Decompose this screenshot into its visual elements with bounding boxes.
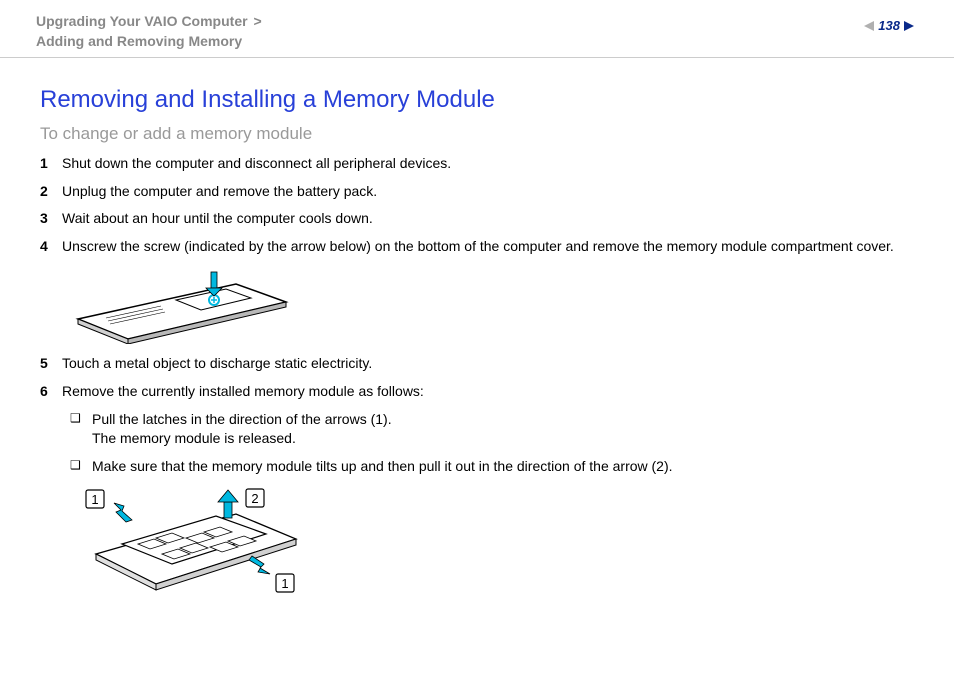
- bullet-icon: ❑: [70, 410, 92, 427]
- substep-item: ❑ Make sure that the memory module tilts…: [70, 457, 914, 477]
- step-text: Unscrew the screw (indicated by the arro…: [62, 237, 914, 257]
- page-header: Upgrading Your VAIO Computer > Adding an…: [0, 0, 954, 58]
- substep-list: ❑ Pull the latches in the direction of t…: [70, 410, 914, 477]
- step-list: 1 Shut down the computer and disconnect …: [40, 154, 914, 256]
- page-content: Removing and Installing a Memory Module …: [0, 58, 954, 604]
- step-item: 3 Wait about an hour until the computer …: [40, 209, 914, 229]
- step-item: 4 Unscrew the screw (indicated by the ar…: [40, 237, 914, 257]
- step-list-cont: 5 Touch a metal object to discharge stat…: [40, 354, 914, 401]
- step-item: 6 Remove the currently installed memory …: [40, 382, 914, 402]
- step-text: Wait about an hour until the computer co…: [62, 209, 914, 229]
- step-text: Shut down the computer and disconnect al…: [62, 154, 914, 174]
- callout-1-label: 1: [91, 492, 98, 507]
- callout-2-label: 2: [251, 491, 258, 506]
- step-text: Remove the currently installed memory mo…: [62, 382, 914, 402]
- figure-memory-module: 1 2 1: [66, 484, 914, 604]
- breadcrumb-line1: Upgrading Your VAIO Computer: [36, 13, 248, 29]
- substep-item: ❑ Pull the latches in the direction of t…: [70, 410, 914, 449]
- step-text: Unplug the computer and remove the batte…: [62, 182, 914, 202]
- breadcrumb: Upgrading Your VAIO Computer > Adding an…: [36, 12, 264, 51]
- step-number: 3: [40, 209, 62, 229]
- step-item: 2 Unplug the computer and remove the bat…: [40, 182, 914, 202]
- step-number: 5: [40, 354, 62, 374]
- figure-laptop-bottom: [66, 264, 914, 344]
- step-number: 4: [40, 237, 62, 257]
- step-number: 1: [40, 154, 62, 174]
- bullet-icon: ❑: [70, 457, 92, 474]
- step-item: 1 Shut down the computer and disconnect …: [40, 154, 914, 174]
- next-page-icon[interactable]: [904, 21, 914, 31]
- breadcrumb-separator: >: [253, 13, 261, 29]
- step-number: 6: [40, 382, 62, 402]
- step-item: 5 Touch a metal object to discharge stat…: [40, 354, 914, 374]
- page-navigation: 138: [864, 18, 914, 33]
- step-text: Touch a metal object to discharge static…: [62, 354, 914, 374]
- page-title: Removing and Installing a Memory Module: [40, 86, 914, 114]
- callout-1b-label: 1: [281, 576, 288, 591]
- page-number: 138: [878, 18, 900, 33]
- substep-text: Make sure that the memory module tilts u…: [92, 457, 914, 477]
- step-number: 2: [40, 182, 62, 202]
- breadcrumb-line2: Adding and Removing Memory: [36, 33, 242, 49]
- substep-text: Pull the latches in the direction of the…: [92, 410, 914, 449]
- page-subtitle: To change or add a memory module: [40, 124, 914, 144]
- prev-page-icon[interactable]: [864, 21, 874, 31]
